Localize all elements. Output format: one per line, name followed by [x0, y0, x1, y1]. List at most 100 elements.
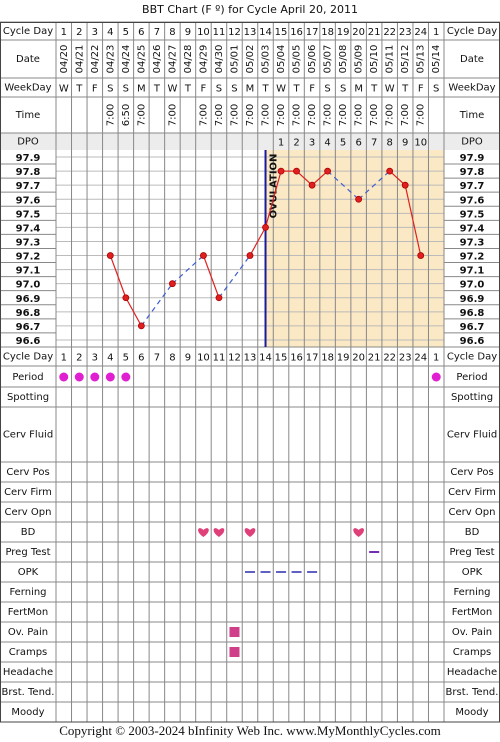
luteal-shade: [265, 150, 444, 347]
cycle_day-label: 5: [123, 353, 129, 364]
cycle_day-label: 22: [383, 353, 396, 364]
row-label: Spotting: [451, 392, 493, 403]
row-label: OPK: [18, 567, 39, 578]
temp-line: [311, 170, 329, 186]
date-label: 04/23: [105, 45, 116, 74]
cycle_day-label: 2: [76, 27, 82, 38]
time-label: 7:00: [338, 104, 349, 126]
date-label: 04/29: [198, 45, 209, 74]
ovulation-label: OVULATION: [269, 154, 280, 219]
cycle_day-label: 12: [228, 353, 241, 364]
footer: Copyright © 2003-2024 bInfinity Web Inc.…: [59, 723, 440, 738]
period-dot: [90, 372, 100, 382]
y-tick-label: 97.5: [16, 209, 41, 220]
row-label: Brst. Tend.: [2, 687, 55, 698]
y-tick-label: 96.9: [460, 294, 485, 305]
row-label: Moody: [11, 707, 44, 718]
date-label: 04/30: [214, 45, 225, 74]
weekday-label: W: [276, 84, 286, 95]
temp-point: [386, 167, 394, 175]
row-label: Preg Test: [5, 547, 50, 558]
temp-point: [168, 280, 176, 288]
y-tick-label: 97.2: [16, 252, 41, 263]
date-label: 05/10: [369, 45, 380, 74]
y-tick-label: 97.3: [460, 237, 485, 248]
cycle_day-label: 23: [399, 27, 412, 38]
y-tick-label: 96.6: [460, 336, 485, 347]
cycle_day-label: 23: [399, 353, 412, 364]
dpo-row-bg: [0, 133, 500, 150]
cycle_day-label: 11: [213, 353, 226, 364]
temp-line: [125, 297, 142, 327]
row-label: OPK: [462, 567, 483, 578]
heart: [198, 528, 209, 537]
temp-point: [262, 223, 269, 231]
date-label: 05/14: [431, 45, 442, 74]
temp-point: [246, 252, 254, 259]
temp-point: [106, 252, 114, 259]
weekday-label: F: [92, 84, 98, 95]
dpo-label: 3: [309, 138, 315, 149]
temp-point: [200, 252, 207, 259]
row-label: Spotting: [7, 392, 49, 403]
y-tick-label: 97.0: [460, 280, 485, 291]
weekday-label: S: [123, 84, 129, 95]
table-border: [0, 22, 500, 723]
temp-point: [277, 167, 285, 175]
temp-line: [249, 227, 267, 256]
weekday-label: W: [167, 84, 177, 95]
y-tick-label: 97.0: [16, 280, 41, 291]
square-mark: [229, 627, 240, 637]
dpo-label: 2: [293, 138, 299, 149]
row-label: BD: [465, 527, 480, 538]
temp-line: [264, 170, 282, 228]
y-tick-label: 97.2: [460, 252, 485, 263]
weekday-label: S: [231, 84, 237, 95]
chart-title: BBT Chart (F º) for Cycle April 20, 2011: [142, 3, 358, 16]
dpo-label: 5: [340, 138, 346, 149]
temp-point: [137, 322, 145, 330]
weekday-label: S: [340, 84, 346, 95]
time-label: 7:00: [261, 104, 272, 126]
y-tick-label: 96.7: [460, 322, 485, 333]
y-tick-label: 97.1: [460, 266, 485, 277]
date-label: 04/26: [152, 45, 163, 74]
y-tick-label: 97.4: [16, 223, 41, 234]
temp-line: [389, 170, 406, 186]
row-label: WeekDay: [448, 83, 495, 94]
row-label: WeekDay: [4, 83, 51, 94]
weekday-label: S: [433, 84, 439, 95]
row-label: Cramps: [453, 647, 492, 658]
weekday-label: T: [75, 84, 83, 95]
dpo-label: 1: [278, 138, 284, 149]
cycle_day-label: 11: [213, 27, 226, 38]
weekday-label: S: [107, 84, 113, 95]
cycle_day-label: 8: [169, 27, 175, 38]
temp-point: [324, 167, 332, 175]
time-label: 7:00: [198, 104, 209, 126]
time-label: 6:50: [121, 104, 132, 126]
date-label: 05/05: [292, 45, 303, 74]
temp-point: [401, 181, 409, 189]
row-label: Period: [456, 372, 487, 383]
row-label: DPO: [461, 137, 483, 148]
cycle_day-label: 15: [275, 27, 288, 38]
y-tick-label: 97.8: [16, 167, 41, 178]
cycle_day-label: 1: [61, 353, 67, 364]
cycle_day-label: 9: [185, 353, 191, 364]
row-label: Cycle Day: [447, 352, 497, 363]
date-label: 05/03: [261, 45, 272, 74]
date-label: 05/08: [338, 45, 349, 74]
date-label: 05/02: [245, 45, 256, 74]
row-label: Cerv Pos: [6, 467, 49, 478]
date-label: 05/11: [385, 45, 396, 74]
row-label: Cerv Fluid: [3, 430, 53, 441]
time-label: 7:00: [385, 104, 396, 126]
y-tick-label: 97.8: [460, 167, 485, 178]
temp-point: [417, 252, 425, 259]
date-label: 04/24: [121, 45, 132, 74]
cycle_day-label: 7: [154, 27, 160, 38]
cycle_day-label: 10: [197, 353, 210, 364]
row-label: Cerv Pos: [450, 467, 493, 478]
